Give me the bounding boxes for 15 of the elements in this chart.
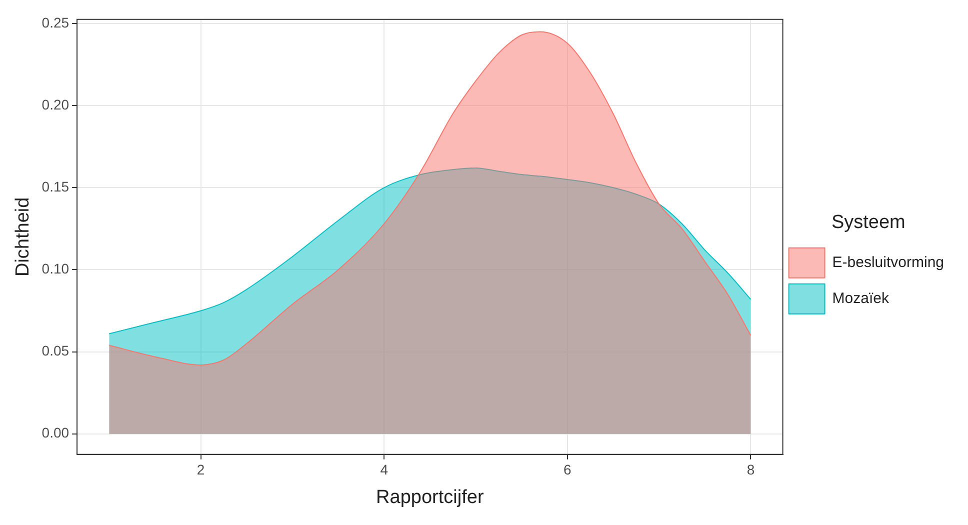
y-tick-label: 0.20	[42, 96, 70, 112]
x-tick-label: 8	[746, 462, 755, 478]
legend-title: Systeem	[831, 212, 906, 233]
legend-label: E-besluitvorming	[832, 254, 944, 272]
y-tick-label: 0.15	[42, 178, 70, 195]
x-tick-label: 2	[196, 462, 205, 478]
legend-label: Mozaïek	[832, 290, 890, 308]
x-axis-title: Rapportcijfer	[376, 486, 484, 508]
y-tick-label: 0.25	[42, 14, 70, 30]
y-tick-label: 0.05	[42, 342, 70, 359]
x-tick-label: 6	[564, 462, 572, 478]
y-axis-title: Dichtheid	[12, 197, 34, 277]
y-tick-label: 0.10	[42, 260, 70, 277]
y-tick-label: 0.00	[42, 424, 70, 441]
x-tick-label: 4	[380, 462, 388, 478]
